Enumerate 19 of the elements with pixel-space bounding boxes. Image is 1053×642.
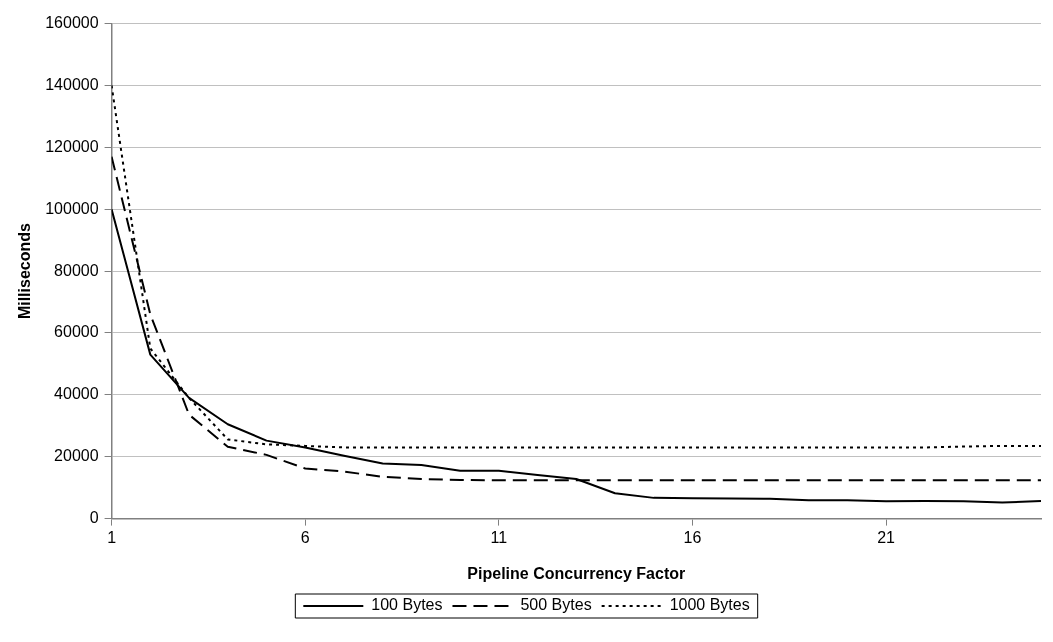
y-tick-label: 0	[89, 509, 99, 527]
legend-label: 1000 Bytes	[669, 596, 750, 614]
y-axis-title: Milliseconds	[16, 222, 34, 320]
x-tick-label: 1	[107, 528, 117, 546]
y-tick-label: 20000	[54, 447, 99, 465]
y-tick-label: 60000	[54, 323, 99, 341]
legend-label: 100 Bytes	[371, 596, 443, 614]
x-tick-label: 21	[877, 528, 896, 546]
y-tick-label: 120000	[45, 137, 99, 155]
y-tick-label: 160000	[45, 14, 99, 32]
y-tick-label: 100000	[45, 199, 99, 217]
y-tick-label: 140000	[45, 75, 99, 93]
legend-label: 500 Bytes	[520, 596, 592, 614]
y-tick-label: 80000	[54, 261, 99, 279]
x-tick-label: 16	[683, 528, 702, 546]
x-tick-label: 6	[300, 528, 310, 546]
y-tick-label: 40000	[54, 385, 99, 403]
x-axis-title: Pipeline Concurrency Factor	[467, 564, 686, 582]
x-tick-label: 11	[490, 528, 508, 546]
